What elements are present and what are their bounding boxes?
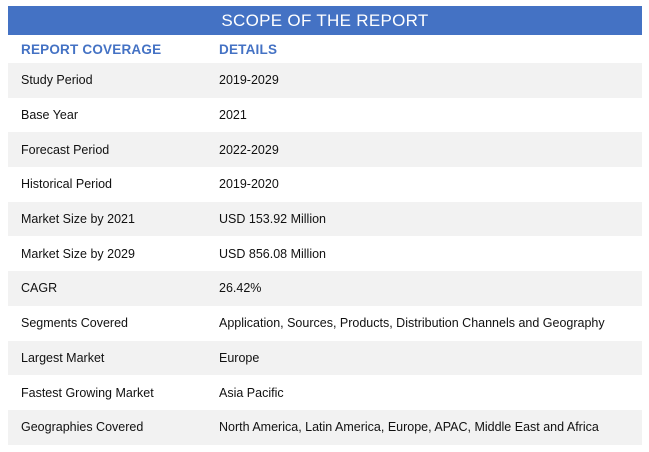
row-label: Geographies Covered — [21, 420, 144, 435]
table-row: Base Year 2021 — [8, 98, 642, 133]
row-label: Largest Market — [21, 350, 105, 365]
row-label: Market Size by 2029 — [21, 246, 135, 261]
table-title: SCOPE OF THE REPORT — [8, 6, 642, 35]
table-row: Historical Period 2019-2020 — [8, 167, 642, 202]
row-value: Application, Sources, Products, Distribu… — [219, 316, 605, 331]
row-value: 2022-2029 — [219, 142, 279, 157]
row-label: CAGR — [21, 281, 58, 296]
table-header-row: REPORT COVERAGE DETAILS — [8, 35, 642, 63]
table-row: CAGR 26.42% — [8, 271, 642, 306]
row-value: Europe — [219, 350, 260, 365]
row-label: Segments Covered — [21, 316, 129, 331]
row-value: Asia Pacific — [219, 385, 284, 400]
row-label: Study Period — [21, 73, 93, 88]
row-value: USD 856.08 Million — [219, 246, 326, 261]
row-value: 26.42% — [219, 281, 262, 296]
row-value: 2019-2029 — [219, 73, 279, 88]
table-row: Fastest Growing Market Asia Pacific — [8, 375, 642, 410]
header-report-coverage: REPORT COVERAGE — [21, 41, 162, 57]
row-label: Forecast Period — [21, 142, 110, 157]
table-row: Forecast Period 2022-2029 — [8, 132, 642, 168]
table-row: Geographies Covered North America, Latin… — [8, 409, 642, 445]
row-value: 2019-2020 — [219, 177, 279, 192]
row-value: USD 153.92 Million — [219, 212, 326, 227]
table-row: Market Size by 2029 USD 856.08 Million — [8, 236, 642, 271]
table-row: Study Period 2019-2029 — [8, 63, 642, 98]
row-value: North America, Latin America, Europe, AP… — [219, 420, 599, 435]
table-row: Segments Covered Application, Sources, P… — [8, 306, 642, 341]
row-label: Market Size by 2021 — [21, 212, 135, 227]
header-details: DETAILS — [219, 41, 278, 57]
row-label: Base Year — [21, 108, 78, 123]
row-label: Historical Period — [21, 177, 113, 192]
table-row: Market Size by 2021 USD 153.92 Million — [8, 201, 642, 237]
table-row: Largest Market Europe — [8, 340, 642, 376]
row-value: 2021 — [219, 108, 247, 123]
row-label: Fastest Growing Market — [21, 385, 154, 400]
